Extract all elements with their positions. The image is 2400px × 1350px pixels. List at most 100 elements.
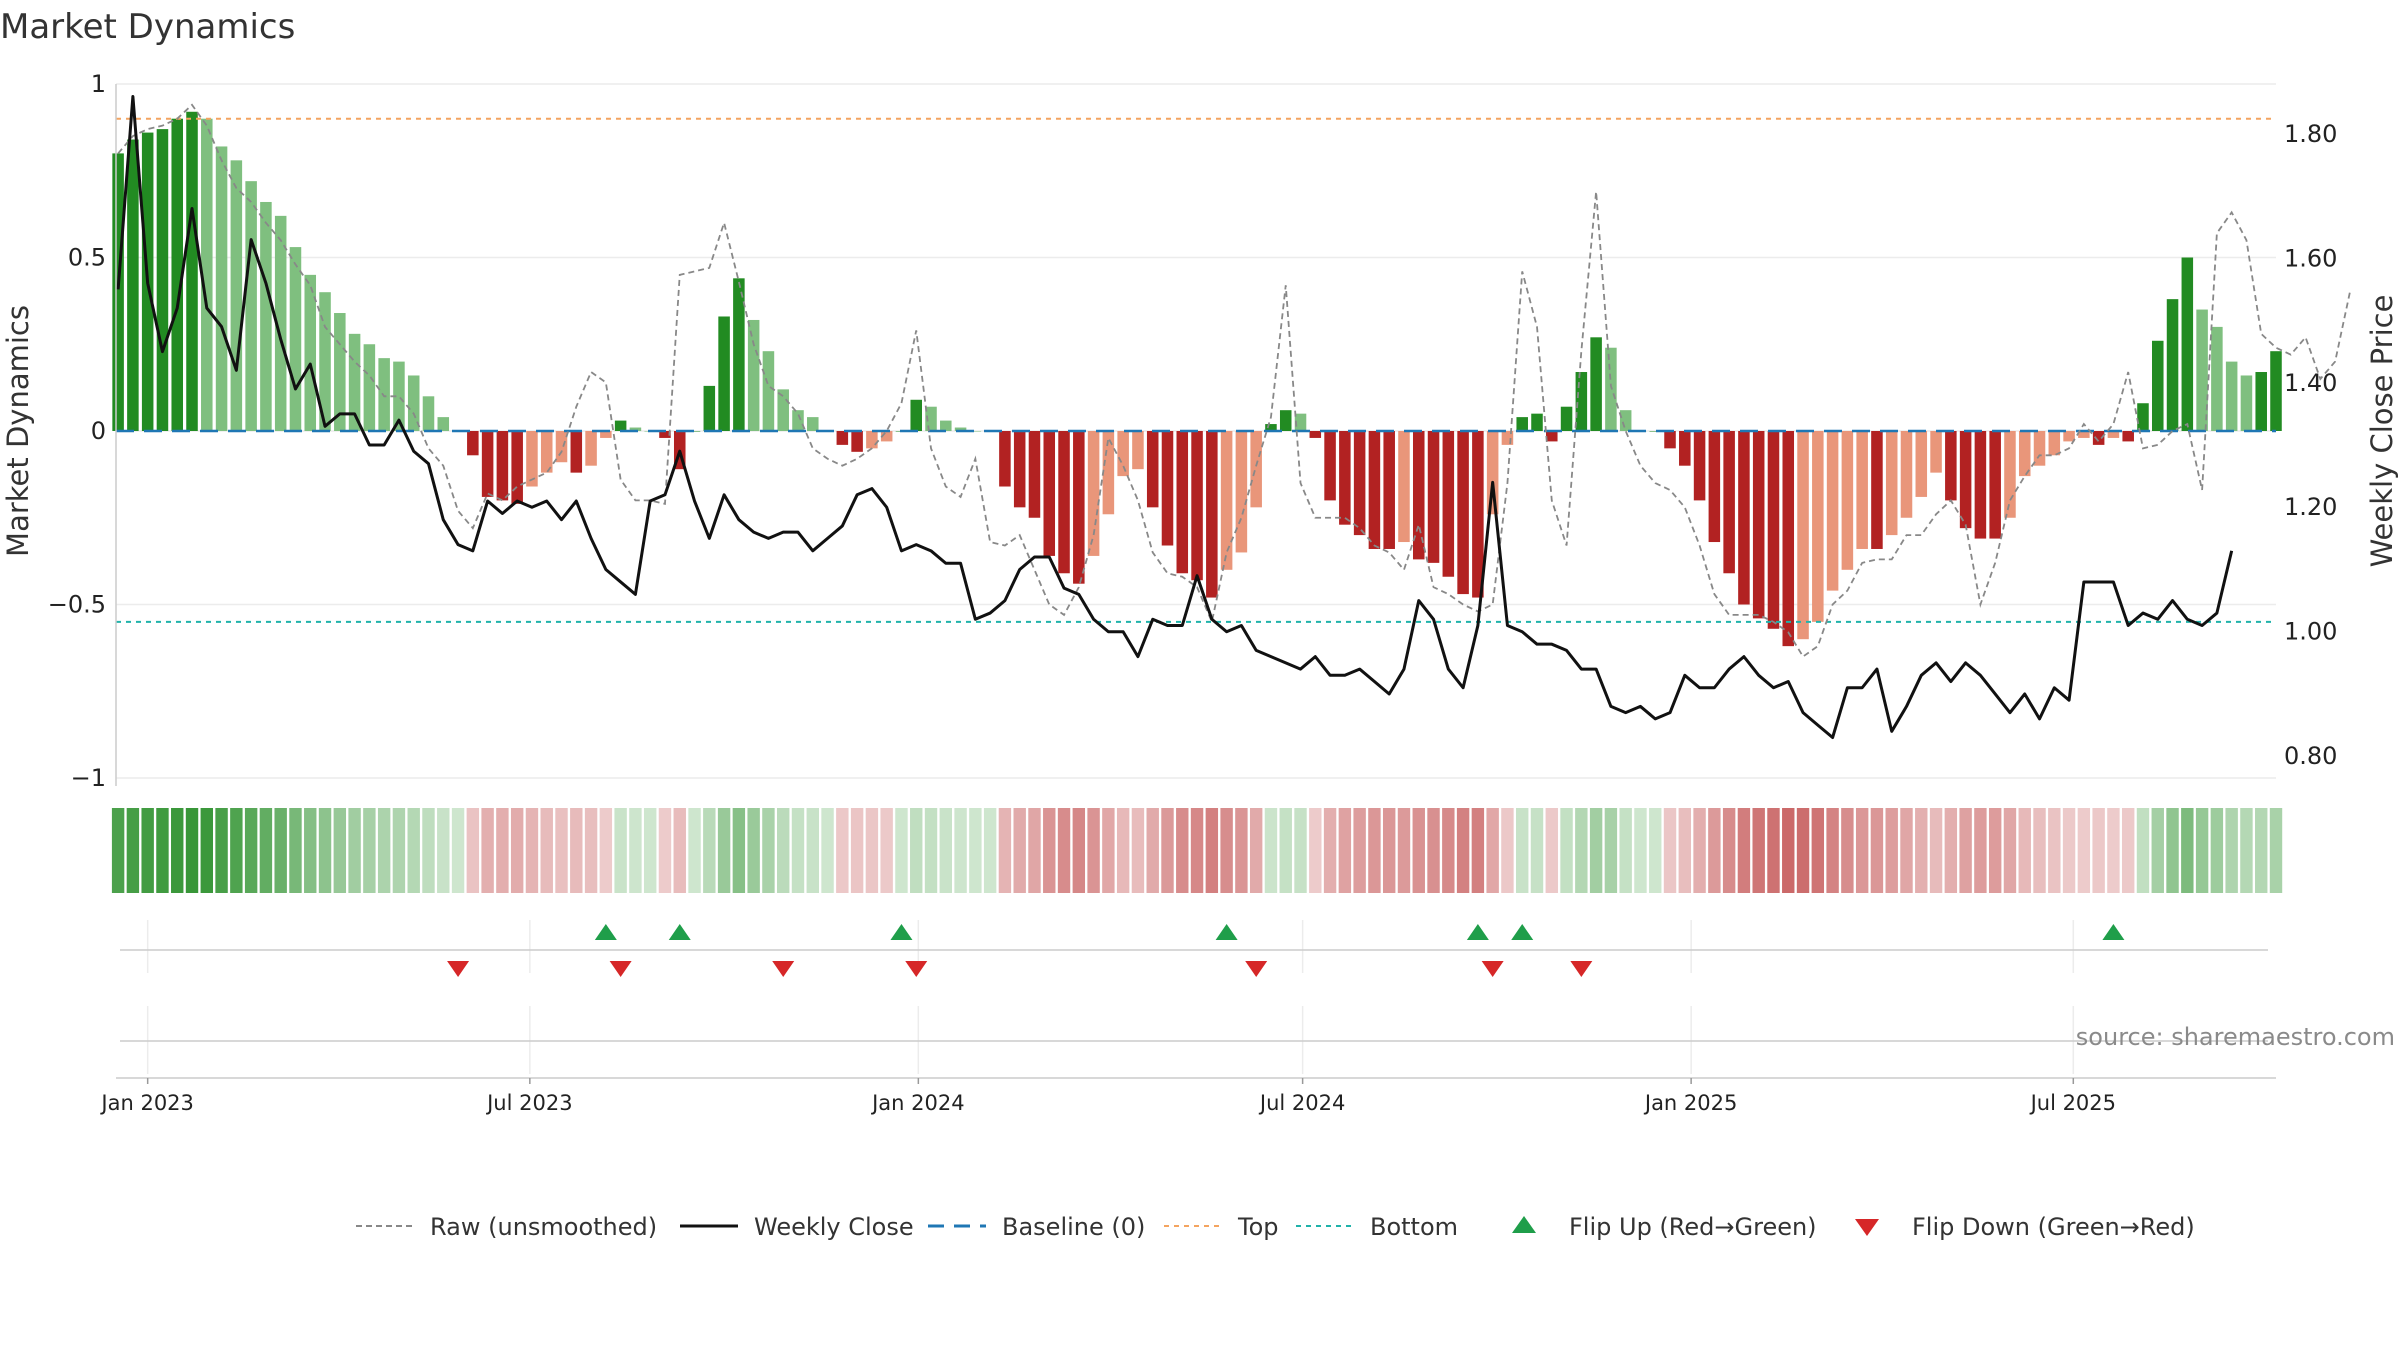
regime-strip-cell [703,808,716,893]
dynamics-bar [2092,431,2105,445]
dynamics-bar [1664,431,1676,449]
regime-strip-cell [1959,808,1972,893]
regime-strip-cell [1264,808,1278,893]
dynamics-bar [969,431,982,432]
regime-strip-cell [777,808,790,893]
regime-strip-cell [259,808,273,893]
dynamics-bar [1073,431,1085,584]
regime-strip-cell [910,808,923,893]
dynamics-bar [954,427,967,431]
chart-title: Market Dynamics [0,7,295,47]
dynamics-bar [1856,431,1868,549]
regime-strip-cell [954,808,967,893]
flip-down-marker [1481,961,1504,977]
flip-up-marker [668,924,691,940]
regime-strip-cell [1427,808,1440,893]
dynamics-bar [2033,431,2046,466]
legend-swatch-flip-up [1512,1216,1536,1233]
regime-strip-cell [673,808,686,893]
regime-strip-cell [924,808,938,893]
regime-strip-cell [762,808,775,893]
regime-strip-cell [1353,808,1366,893]
regime-strip-cell [2225,808,2238,893]
regime-strip-cell [865,808,879,893]
regime-strip-cell [969,808,982,893]
regime-strip-cell [1796,808,1810,893]
dynamics-bar [467,431,479,456]
regime-strip-cell [1057,808,1071,893]
regime-strip-cell [1176,808,1189,893]
regime-strip-cell [599,808,613,893]
dynamics-bar [2225,361,2238,431]
dynamics-bar [910,399,922,431]
regime-strip-cell [998,808,1012,893]
raw-unsmoothed-line [117,103,2351,658]
regime-strip-cell [1013,808,1026,893]
regime-strip-cell [1604,808,1618,893]
legend-item-bottom: Bottom [1296,1213,1458,1241]
regime-strip-cell [1663,808,1677,893]
flip-up-marker [2102,924,2125,940]
dynamics-bar [526,431,538,487]
weekly-close-line [116,94,2234,740]
flip-up-marker [1511,924,1534,940]
dynamics-bar [2196,309,2208,431]
bottom-panel: Jan 2023 Jul 2023 Jan 2024 Jul 2024 Jan 2025… [99,1006,2276,1115]
legend-item-flip-up: Flip Up (Red→Green) [1512,1213,1817,1241]
dynamics-bar [2211,326,2223,431]
regime-strip-cell [1456,808,1470,893]
regime-strip-cell [717,808,731,893]
dynamics-bar [1560,406,1573,431]
legend-swatch-flip-down [1855,1219,1879,1236]
dynamics-bar [1812,431,1824,622]
dynamics-bar [230,160,243,431]
regime-strip-cell [1087,808,1100,893]
regime-strip-cell [215,808,228,893]
regime-strip-cell [525,808,539,893]
regime-strip-cell [643,808,657,893]
dynamics-bar [851,431,863,452]
dynamics-bar [2078,431,2090,438]
left-axis-label: Market Dynamics [1,305,35,557]
regime-strip-cell [1649,808,1662,893]
dynamics-bar [1412,431,1425,560]
dynamics-bar [1058,431,1070,574]
flip-up-marker [890,924,913,940]
dynamics-bar [1486,431,1499,515]
regime-strip-cell [629,808,642,893]
dynamics-bar [1959,431,1972,529]
series-lines [116,94,2351,740]
dynamics-bar [1708,431,1721,543]
dynamics-bar [2122,431,2134,442]
legend-item-flip-down: Flip Down (Green→Red) [1855,1213,2195,1241]
regime-strip-cell [1767,808,1780,893]
regime-strip-cell [1190,808,1204,893]
x-tick-label: Jan 2025 [1643,1091,1738,1115]
dynamics-bar [688,431,701,432]
dynamics-bar [1575,372,1588,431]
dynamics-bar [245,181,257,431]
dynamics-bar [866,431,878,449]
regime-strip-cell [274,808,287,893]
regime-strip-cell [1589,808,1603,893]
dynamics-bar [1945,431,1957,501]
dynamics-bar [540,431,553,473]
legend-label: Baseline (0) [1002,1213,1145,1241]
regime-strip-cell [1294,808,1307,893]
regime-strip-cell [451,808,465,893]
regime-strip-cell [1072,808,1086,893]
right-tick-label: 1.20 [2284,493,2337,521]
dynamics-bar [1590,337,1602,431]
regime-strip-cell [407,808,420,893]
legend-item-top: Top [1164,1213,1279,1241]
regime-strip-cell [2107,808,2120,893]
dynamics-bar [1619,410,1632,431]
flip-down-marker [772,961,795,977]
dynamics-bar [1087,431,1100,556]
dynamics-bar [792,410,804,431]
regime-strip-cell [821,808,834,893]
flip-up-marker [1466,924,1489,940]
dynamics-bar [585,431,597,466]
dynamics-bar [274,215,287,431]
regime-strip-cell [510,808,524,893]
